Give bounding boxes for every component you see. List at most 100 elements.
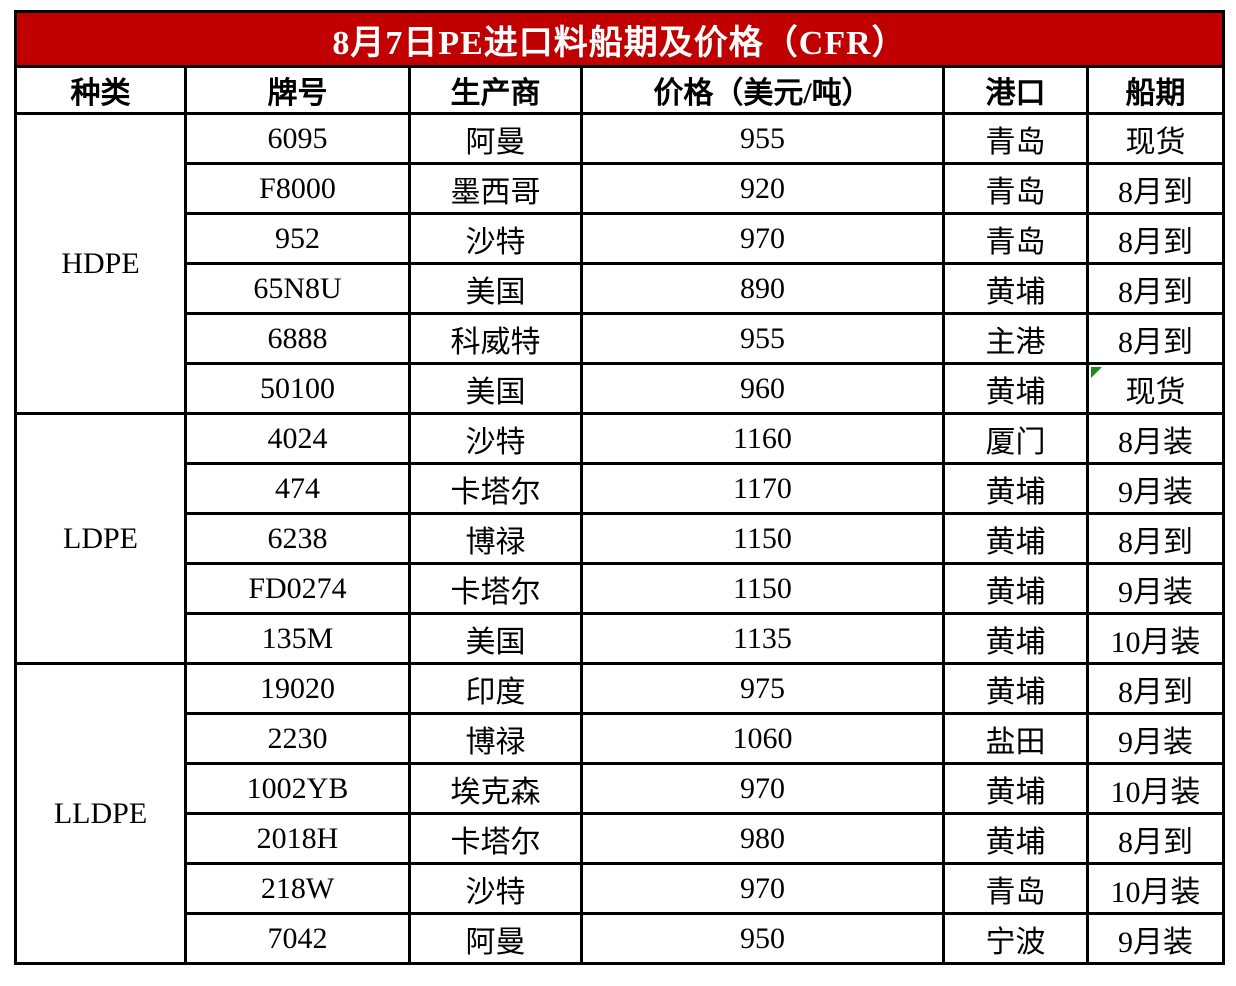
grade-cell: 952 — [184, 212, 411, 265]
shipment-cell: 8月到 — [1085, 312, 1226, 365]
table-row: F8000 墨西哥 920 青岛 8月到 — [16, 162, 1226, 215]
producer-cell: 卡塔尔 — [408, 462, 583, 515]
port-cell: 黄埔 — [942, 362, 1089, 415]
producer-cell: 阿曼 — [408, 912, 583, 965]
table-row: 50100 美国 960 黄埔 现货 — [16, 362, 1226, 415]
producer-cell: 博禄 — [408, 512, 583, 565]
table-row: 2018H 卡塔尔 980 黄埔 8月到 — [16, 812, 1226, 865]
producer-cell: 美国 — [408, 612, 583, 665]
table-row: 7042 阿曼 950 宁波 9月装 — [16, 912, 1226, 965]
grade-cell: 6238 — [184, 512, 411, 565]
shipment-cell: 10月装 — [1085, 762, 1226, 815]
grade-cell: F8000 — [184, 162, 411, 215]
price-cell: 960 — [580, 362, 945, 415]
table-body: HDPE 6095 阿曼 955 青岛 现货 F8000 墨西哥 920 青岛 8月到 952 沙特 97… — [14, 112, 1226, 965]
producer-cell: 卡塔尔 — [408, 812, 583, 865]
port-cell: 青岛 — [942, 862, 1089, 915]
port-cell: 黄埔 — [942, 812, 1089, 865]
column-header-shipment: 船期 — [1085, 65, 1226, 115]
shipment-cell: 8月到 — [1085, 162, 1226, 215]
port-cell: 盐田 — [942, 712, 1089, 765]
port-cell: 黄埔 — [942, 562, 1089, 615]
producer-cell: 沙特 — [408, 412, 583, 465]
port-cell: 青岛 — [942, 162, 1089, 215]
producer-cell: 科威特 — [408, 312, 583, 365]
grade-cell: 19020 — [184, 662, 411, 715]
price-cell: 890 — [580, 262, 945, 315]
price-cell: 970 — [580, 762, 945, 815]
shipment-cell: 9月装 — [1085, 462, 1226, 515]
shipment-cell: 8月到 — [1085, 812, 1226, 865]
grade-cell: 135M — [184, 612, 411, 665]
shipment-cell: 10月装 — [1085, 612, 1226, 665]
grade-cell: 2018H — [184, 812, 411, 865]
producer-cell: 博禄 — [408, 712, 583, 765]
price-cell: 970 — [580, 862, 945, 915]
price-cell: 1060 — [580, 712, 945, 765]
table-row: 6888 科威特 955 主港 8月到 — [16, 312, 1226, 365]
price-cell: 980 — [580, 812, 945, 865]
producer-cell: 埃克森 — [408, 762, 583, 815]
port-cell: 黄埔 — [942, 762, 1089, 815]
price-cell: 955 — [580, 312, 945, 365]
table-row: 218W 沙特 970 青岛 10月装 — [16, 862, 1226, 915]
shipment-cell: 9月装 — [1085, 712, 1226, 765]
shipment-cell: 8月到 — [1085, 262, 1226, 315]
producer-cell: 沙特 — [408, 212, 583, 265]
cell-corner-flag-icon — [1091, 367, 1102, 378]
shipment-cell: 8月装 — [1085, 412, 1226, 465]
price-cell: 1150 — [580, 512, 945, 565]
grade-cell: 65N8U — [184, 262, 411, 315]
producer-cell: 美国 — [408, 362, 583, 415]
port-cell: 黄埔 — [942, 512, 1089, 565]
shipment-cell: 8月到 — [1085, 512, 1226, 565]
shipment-cell: 现货 — [1085, 112, 1226, 165]
table-row: 2230 博禄 1060 盐田 9月装 — [16, 712, 1226, 765]
price-cell: 1135 — [580, 612, 945, 665]
port-cell: 青岛 — [942, 112, 1089, 165]
producer-cell: 印度 — [408, 662, 583, 715]
price-cell: 975 — [580, 662, 945, 715]
shipment-text: 现货 — [1125, 375, 1186, 409]
grade-cell: 6888 — [184, 312, 411, 365]
grade-cell: 4024 — [184, 412, 411, 465]
producer-cell: 美国 — [408, 262, 583, 315]
price-cell: 950 — [580, 912, 945, 965]
producer-cell: 阿曼 — [408, 112, 583, 165]
grade-cell: 50100 — [184, 362, 411, 415]
table-row: LDPE 4024 沙特 1160 厦门 8月装 — [14, 412, 1226, 665]
price-cell: 1170 — [580, 462, 945, 515]
port-cell: 主港 — [942, 312, 1089, 365]
port-cell: 黄埔 — [942, 612, 1089, 665]
table-row: FD0274 卡塔尔 1150 黄埔 9月装 — [16, 562, 1226, 615]
table-row: 1002YB 埃克森 970 黄埔 10月装 — [16, 762, 1226, 815]
shipment-cell: 10月装 — [1085, 862, 1226, 915]
price-cell: 955 — [580, 112, 945, 165]
producer-cell: 墨西哥 — [408, 162, 583, 215]
column-header-category: 种类 — [14, 65, 187, 115]
table-row: 952 沙特 970 青岛 8月到 — [16, 212, 1226, 265]
port-cell: 黄埔 — [942, 662, 1089, 715]
column-header-port: 港口 — [942, 65, 1089, 115]
producer-cell: 卡塔尔 — [408, 562, 583, 615]
grade-cell: FD0274 — [184, 562, 411, 615]
grade-cell: 474 — [184, 462, 411, 515]
category-cell: LLDPE — [14, 662, 187, 965]
grade-cell: 7042 — [184, 912, 411, 965]
shipment-cell: 9月装 — [1085, 562, 1226, 615]
grade-cell: 218W — [184, 862, 411, 915]
table-title: 8月7日PE进口料船期及价格（CFR） — [13, 10, 1226, 68]
price-cell: 920 — [580, 162, 945, 215]
shipment-cell: 现货 — [1085, 362, 1226, 415]
price-cell: 970 — [580, 212, 945, 265]
port-cell: 黄埔 — [942, 262, 1089, 315]
port-cell: 宁波 — [942, 912, 1089, 965]
table-row: 65N8U 美国 890 黄埔 8月到 — [16, 262, 1226, 315]
grade-cell: 1002YB — [184, 762, 411, 815]
column-header-price: 价格（美元/吨） — [580, 65, 945, 115]
grade-cell: 6095 — [184, 112, 411, 165]
header-row: 种类 牌号 生产商 价格（美元/吨） 港口 船期 — [14, 65, 1226, 115]
table-row: LLDPE 19020 印度 975 黄埔 8月到 — [14, 662, 1226, 965]
table-row: 135M 美国 1135 黄埔 10月装 — [16, 612, 1226, 665]
